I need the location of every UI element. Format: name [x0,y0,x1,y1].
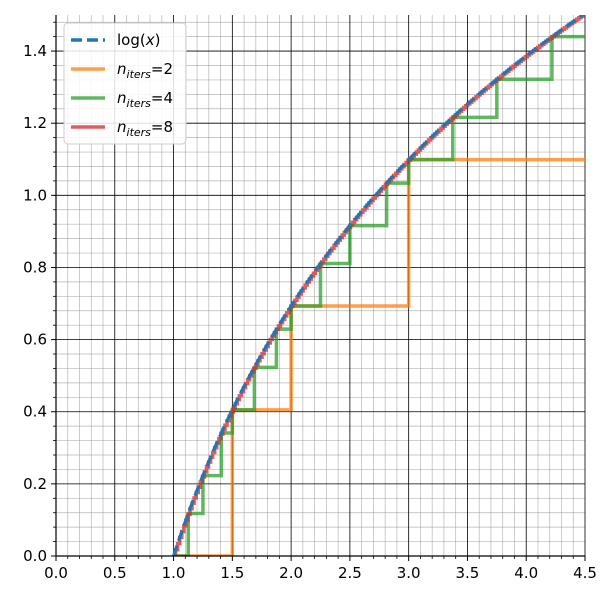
x-tick-label: 0.0 [44,564,68,582]
legend-label-tail: ) [155,31,161,49]
legend-label-2: niters=4 [117,89,173,110]
legend-label-3: niters=8 [117,118,173,139]
x-tick-label: 3.0 [397,564,421,582]
axes [55,15,585,557]
series-layer [172,15,585,556]
legend-label-main: log( [117,31,146,49]
y-tick-label: 0.6 [23,331,47,349]
legend-label-1: niters=2 [117,60,173,81]
y-tick-label: 0.4 [23,403,47,421]
legend-label-sub: iters [127,97,152,110]
legend-label-tail: =2 [151,60,173,78]
y-tick-label: 1.0 [23,186,47,204]
y-tick-label: 0.0 [23,547,47,565]
legend-label-tail: =4 [151,89,173,107]
series-line-3 [173,15,585,556]
y-tick-label: 0.8 [23,258,47,276]
legend-label-main: n [117,89,127,107]
x-tick-label: 4.0 [514,564,538,582]
legend-label-var: x [145,31,155,49]
y-tick-label: 0.2 [23,475,47,493]
legend-box [63,22,187,145]
x-tick-label: 1.0 [162,564,186,582]
x-tick-label: 2.0 [279,564,303,582]
legend-label-sub: iters [127,68,152,81]
x-tick-label: 3.5 [456,564,480,582]
y-tick-label: 1.4 [23,42,47,60]
series-line-2 [173,34,585,556]
x-tick-label: 1.5 [220,564,244,582]
ticks: 0.0 0.5 1.0 1.5 2.0 2.5 3.0 3.5 4.0 4.5 0.0 0.2 0.4 0… [23,21,597,582]
series-line-0 [172,15,585,556]
x-tick-label: 0.5 [103,564,127,582]
legend-label-sub: iters [127,126,152,139]
legend-label-main: n [117,118,127,136]
x-tick-label: 4.5 [573,564,597,582]
legend-label-tail: =8 [151,118,173,136]
y-tick-label: 1.2 [23,114,47,132]
series-line-1 [173,157,585,556]
x-tick-label: 2.5 [338,564,362,582]
legend-label-0: log(x) [117,31,160,49]
legend-label-main: n [117,60,127,78]
